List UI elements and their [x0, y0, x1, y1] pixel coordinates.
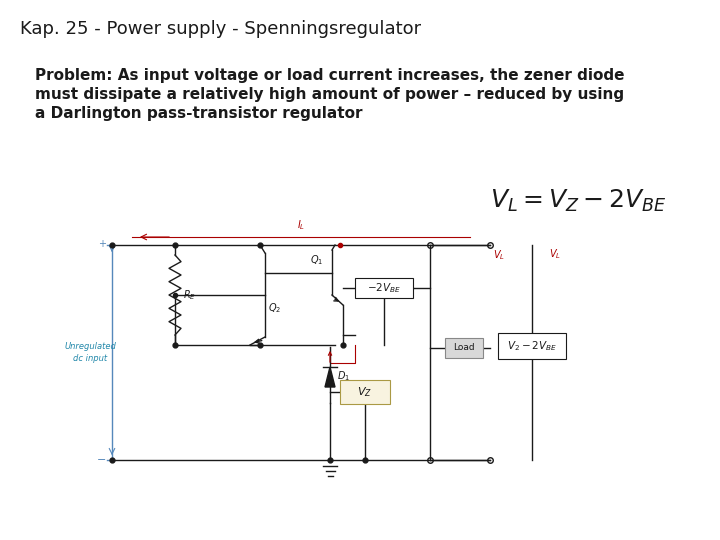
Text: must dissipate a relatively high amount of power – reduced by using: must dissipate a relatively high amount …: [35, 87, 624, 102]
Text: $R_E$: $R_E$: [183, 288, 196, 302]
Text: $I_L$: $I_L$: [297, 218, 305, 232]
Text: $V_L = V_Z - 2V_{BE}$: $V_L = V_Z - 2V_{BE}$: [490, 188, 667, 214]
Text: $Q_2$: $Q_2$: [268, 301, 282, 315]
Bar: [498, 333, 566, 359]
Text: $Q_1$: $Q_1$: [310, 253, 323, 267]
Text: $V_L$: $V_L$: [549, 247, 561, 261]
Text: Load: Load: [453, 343, 474, 353]
Bar: [340, 380, 390, 404]
Bar: [445, 338, 483, 358]
Text: Unregulated
dc input: Unregulated dc input: [64, 342, 116, 363]
Text: $V_L$: $V_L$: [493, 248, 505, 262]
Text: Problem: As input voltage or load current increases, the zener diode: Problem: As input voltage or load curren…: [35, 68, 624, 83]
Bar: [355, 278, 413, 298]
Polygon shape: [325, 367, 335, 387]
Text: +: +: [98, 239, 106, 249]
Text: $V_2 - 2V_{BE}$: $V_2 - 2V_{BE}$: [507, 339, 557, 353]
Text: $- 2V_{BE}$: $- 2V_{BE}$: [367, 281, 401, 295]
Text: $D_1$: $D_1$: [337, 369, 350, 383]
Text: $V_Z$: $V_Z$: [357, 385, 372, 399]
Text: a Darlington pass-transistor regulator: a Darlington pass-transistor regulator: [35, 106, 362, 121]
Text: Kap. 25 - Power supply - Spenningsregulator: Kap. 25 - Power supply - Spenningsregula…: [20, 20, 421, 38]
Text: −: −: [96, 455, 106, 465]
